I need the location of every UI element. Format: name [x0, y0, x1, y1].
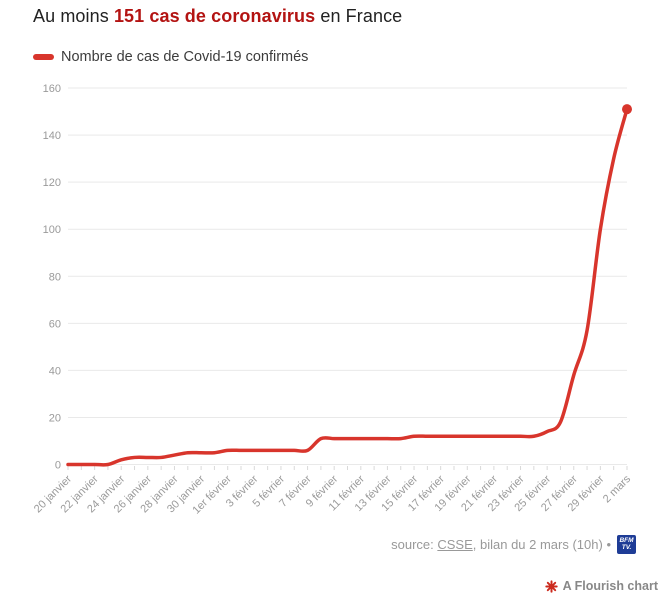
- y-axis-tick-label: 140: [43, 130, 61, 142]
- source-rest: , bilan du 2 mars (10h) •: [472, 537, 611, 552]
- legend: Nombre de cas de Covid-19 confirmés: [33, 49, 308, 65]
- bfmtv-logo: BFM TV.: [617, 535, 636, 554]
- title-highlight: 151 cas de coronavirus: [113, 6, 316, 26]
- source-line: source: CSSE, bilan du 2 mars (10h) • BF…: [391, 535, 636, 554]
- legend-label: Nombre de cas de Covid-19 confirmés: [61, 49, 309, 65]
- y-axis-tick-label: 80: [49, 271, 61, 283]
- source-link[interactable]: CSSE: [437, 537, 473, 552]
- source-label: source:: [391, 537, 438, 552]
- y-axis-tick-label: 20: [49, 412, 61, 424]
- y-axis-tick-label: 100: [43, 224, 61, 236]
- y-axis-tick-label: 60: [49, 318, 61, 330]
- source-text: source: CSSE, bilan du 2 mars (10h) •: [391, 537, 611, 552]
- title-suffix: en France: [315, 6, 403, 26]
- y-axis-tick-label: 120: [43, 177, 61, 189]
- flourish-starburst-icon: [544, 579, 558, 593]
- title-prefix: Au moins: [33, 6, 114, 26]
- x-axis-tick-label: 2 mars: [601, 473, 634, 506]
- y-axis-tick-label: 40: [49, 365, 61, 377]
- y-axis-tick-label: 0: [55, 460, 61, 472]
- page-title: Au moins 151 cas de coronavirus en Franc…: [33, 6, 402, 27]
- line-end-marker: [622, 104, 632, 115]
- bfmtv-logo-text-bottom: TV.: [621, 543, 632, 551]
- bfmtv-logo-text-top: BFM: [619, 537, 634, 544]
- flourish-attribution-label: A Flourish chart: [562, 579, 658, 593]
- legend-swatch-icon: [33, 54, 54, 60]
- y-axis-tick-label: 160: [43, 83, 61, 95]
- covid-cases-line: [66, 107, 629, 467]
- flourish-attribution-link[interactable]: A Flourish chart: [544, 579, 658, 593]
